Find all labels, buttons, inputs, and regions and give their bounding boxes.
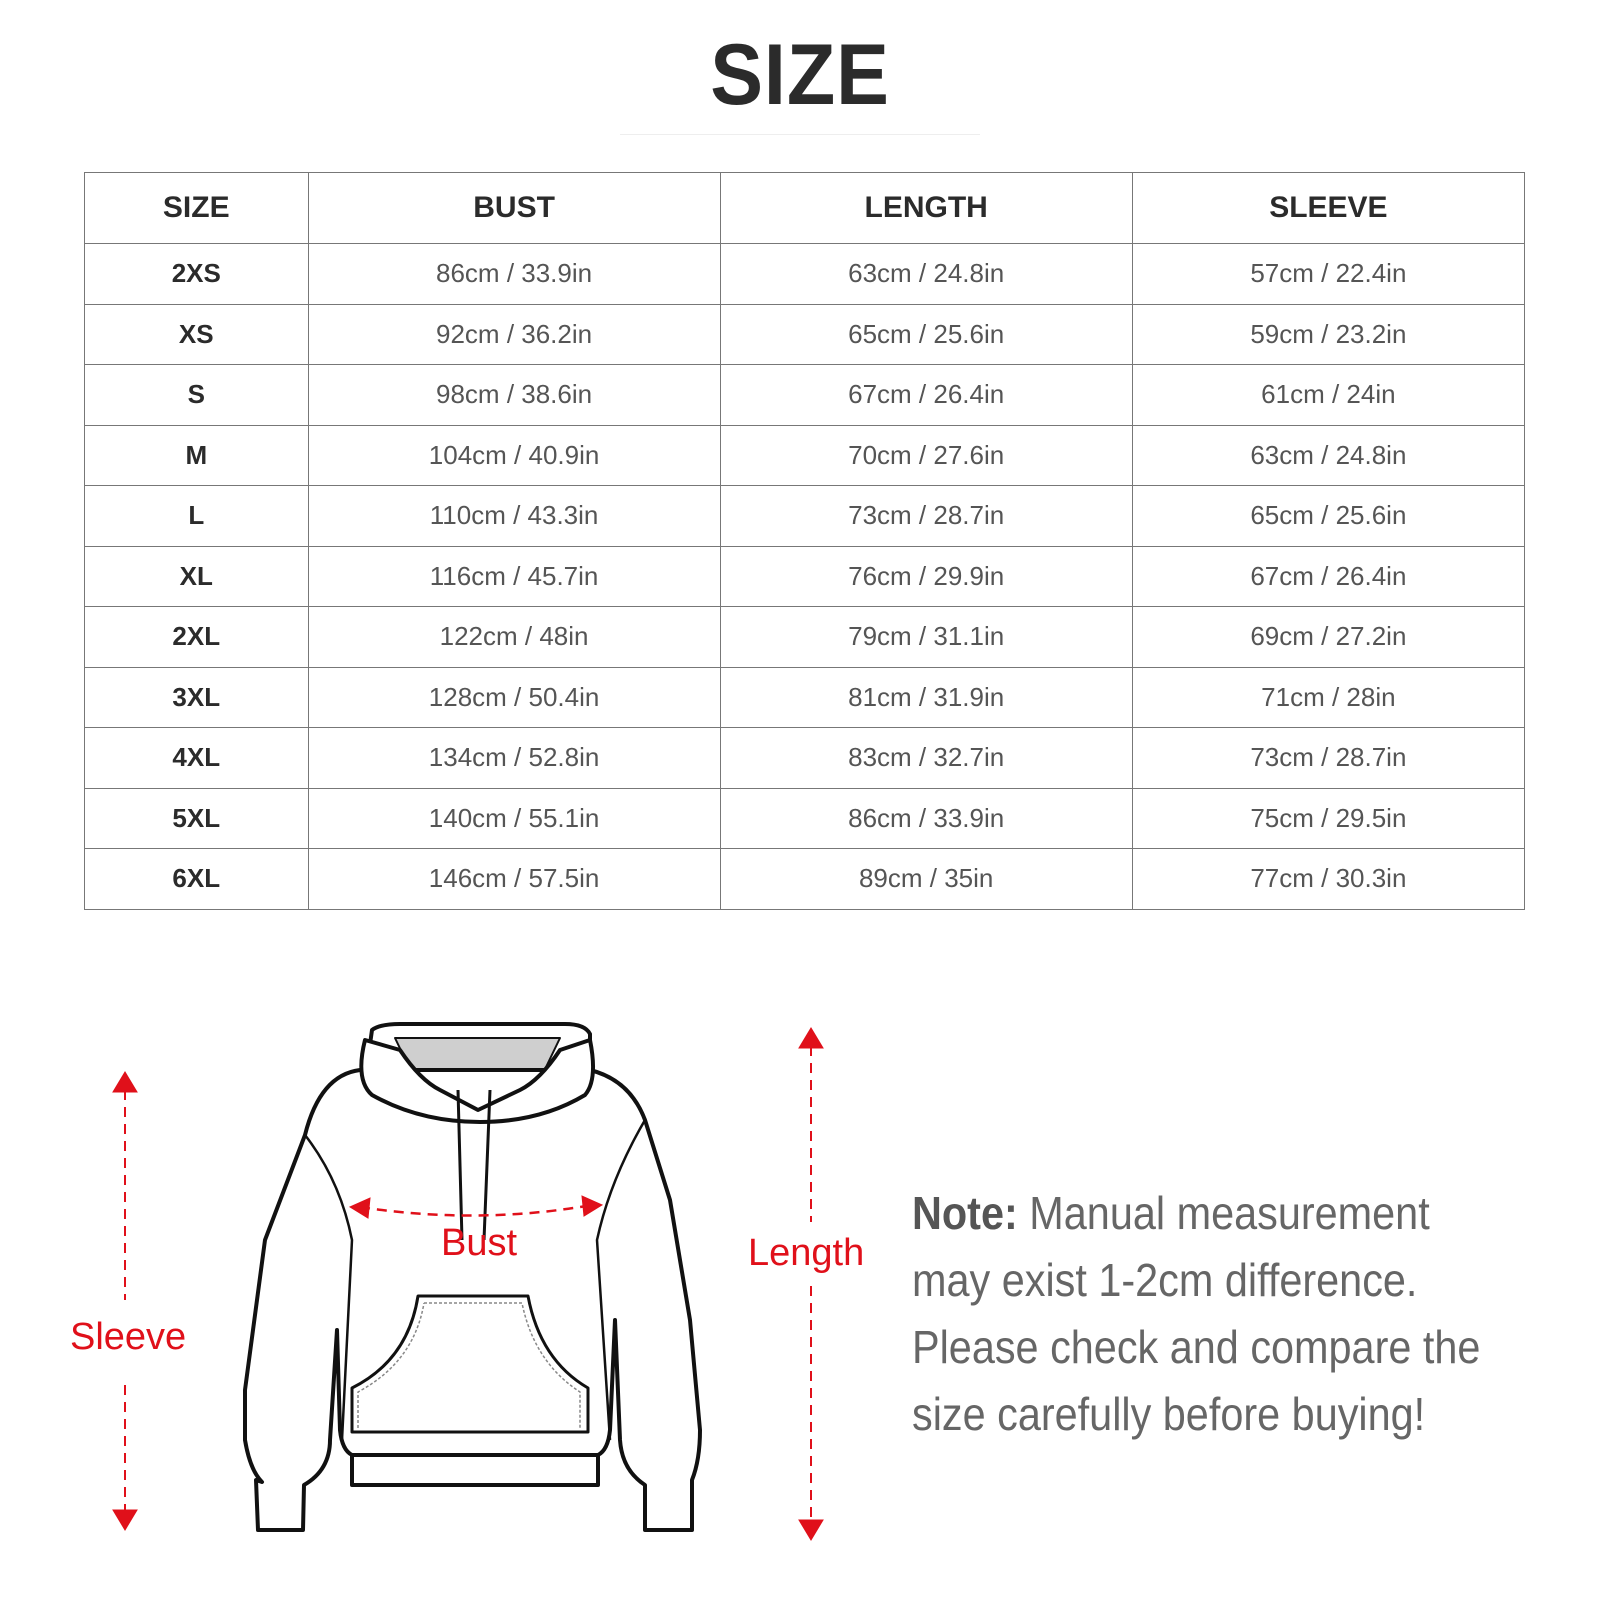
cell-size: 6XL: [84, 848, 309, 910]
cell-length: 65cm / 25.6in: [719, 303, 1133, 365]
length-arrow: [798, 1027, 824, 1541]
table-row: 2XL 122cm / 48in 79cm / 31.1in 69cm / 27.2i…: [84, 606, 1526, 668]
page-title: SIZE: [710, 27, 890, 123]
size-table: SIZE BUST LENGTH SLEEVE 2XS 86cm / 33.9in…: [84, 172, 1526, 910]
bust-label: Bust: [441, 1222, 518, 1264]
cell-sleeve: 59cm / 23.2in: [1131, 303, 1526, 365]
header-size: SIZE: [84, 172, 309, 244]
cell-bust: 140cm / 55.1in: [307, 787, 721, 849]
cell-size: XS: [84, 303, 309, 365]
table-row: XL 116cm / 45.7in 76cm / 29.9in 67cm / 26.4…: [84, 545, 1526, 607]
cell-sleeve: 69cm / 27.2in: [1131, 606, 1526, 668]
header-length: LENGTH: [719, 172, 1133, 244]
cell-bust: 110cm / 43.3in: [307, 485, 721, 547]
cell-bust: 104cm / 40.9in: [307, 424, 721, 486]
sleeve-arrow: [112, 1071, 138, 1531]
cell-size: XL: [84, 545, 309, 607]
cell-size: 4XL: [84, 727, 309, 789]
table-row: 5XL 140cm / 55.1in 86cm / 33.9in 75cm / 29.…: [84, 787, 1526, 849]
cell-sleeve: 75cm / 29.5in: [1131, 787, 1526, 849]
table-row: XS 92cm / 36.2in 65cm / 25.6in 59cm / 23.2i…: [84, 303, 1526, 365]
cell-length: 70cm / 27.6in: [719, 424, 1133, 486]
cell-length: 86cm / 33.9in: [719, 787, 1133, 849]
cell-sleeve: 77cm / 30.3in: [1131, 848, 1526, 910]
table-header-row: SIZE BUST LENGTH SLEEVE: [84, 172, 1526, 244]
cell-size: M: [84, 424, 309, 486]
cell-sleeve: 57cm / 22.4in: [1131, 243, 1526, 305]
header-sleeve: SLEEVE: [1131, 172, 1526, 244]
cell-bust: 146cm / 57.5in: [307, 848, 721, 910]
table-row: 6XL 146cm / 57.5in 89cm / 35in 77cm / 30.3i…: [84, 848, 1526, 910]
sleeve-label: Sleeve: [70, 1316, 187, 1358]
cell-bust: 134cm / 52.8in: [307, 727, 721, 789]
table-row: 2XS 86cm / 33.9in 63cm / 24.8in 57cm / 22.4…: [84, 243, 1526, 305]
cell-length: 83cm / 32.7in: [719, 727, 1133, 789]
length-label: Length: [748, 1232, 865, 1274]
cell-sleeve: 67cm / 26.4in: [1131, 545, 1526, 607]
cell-length: 67cm / 26.4in: [719, 364, 1133, 426]
cell-sleeve: 65cm / 25.6in: [1131, 485, 1526, 547]
cell-bust: 122cm / 48in: [307, 606, 721, 668]
cell-size: 5XL: [84, 787, 309, 849]
note-body: Manual measurement may exist 1-2cm diffe…: [912, 1187, 1481, 1440]
bust-arrow: [348, 1195, 604, 1219]
note-label: Note:: [912, 1187, 1018, 1239]
table-row: S 98cm / 38.6in 67cm / 26.4in 61cm / 24in: [84, 364, 1526, 426]
cell-sleeve: 71cm / 28in: [1131, 666, 1526, 728]
cell-length: 89cm / 35in: [719, 848, 1133, 910]
cell-bust: 116cm / 45.7in: [307, 545, 721, 607]
cell-sleeve: 61cm / 24in: [1131, 364, 1526, 426]
title-divider: [620, 134, 980, 135]
cell-size: 2XL: [84, 606, 309, 668]
hoodie-illustration: [243, 1022, 702, 1532]
note-text: Note: Manual measurement may exist 1-2cm…: [912, 1180, 1488, 1448]
cell-length: 81cm / 31.9in: [719, 666, 1133, 728]
table-row: 4XL 134cm / 52.8in 83cm / 32.7in 73cm / 28.…: [84, 727, 1526, 789]
cell-size: 3XL: [84, 666, 309, 728]
cell-sleeve: 73cm / 28.7in: [1131, 727, 1526, 789]
cell-length: 79cm / 31.1in: [719, 606, 1133, 668]
table-row: 3XL 128cm / 50.4in 81cm / 31.9in 71cm / 28i…: [84, 666, 1526, 728]
cell-length: 63cm / 24.8in: [719, 243, 1133, 305]
